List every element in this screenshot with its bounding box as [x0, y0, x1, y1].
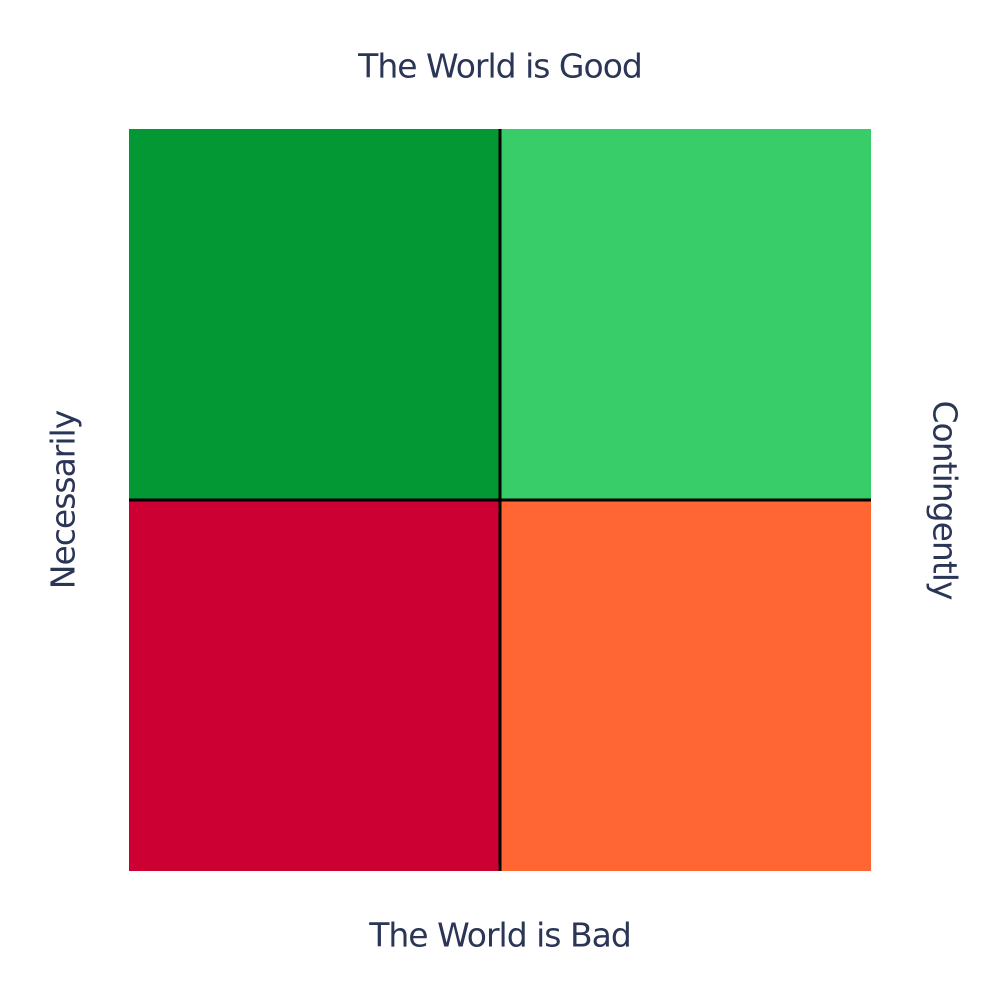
top-label: The World is Good [357, 47, 642, 86]
bottom-label: The World is Bad [368, 916, 631, 955]
left-label: Necessarily [44, 410, 83, 589]
quadrant-top-right [500, 129, 871, 500]
quadrant-bottom-right [500, 500, 871, 871]
quadrant-top-left [129, 129, 500, 500]
quadrant-bottom-left [129, 500, 500, 871]
right-label: Contingently [926, 401, 965, 600]
